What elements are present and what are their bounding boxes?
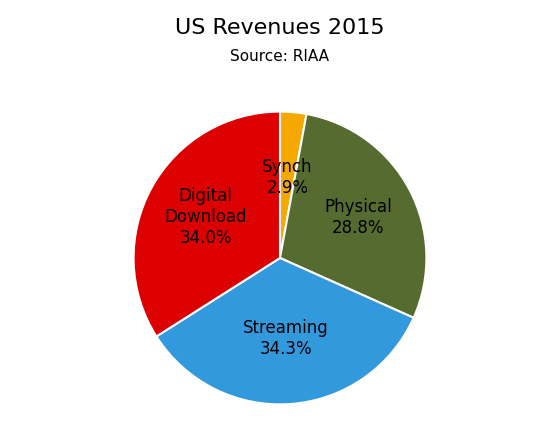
Text: Source: RIAA: Source: RIAA bbox=[231, 49, 329, 64]
Wedge shape bbox=[280, 112, 306, 258]
Text: US Revenues 2015: US Revenues 2015 bbox=[175, 18, 385, 37]
Wedge shape bbox=[134, 112, 280, 336]
Text: Synch
2.9%: Synch 2.9% bbox=[262, 158, 312, 197]
Text: Streaming
34.3%: Streaming 34.3% bbox=[243, 319, 329, 358]
Text: Digital
Download
34.0%: Digital Download 34.0% bbox=[164, 187, 247, 247]
Text: Physical
28.8%: Physical 28.8% bbox=[324, 198, 391, 236]
Wedge shape bbox=[280, 114, 426, 318]
Wedge shape bbox=[156, 258, 414, 404]
